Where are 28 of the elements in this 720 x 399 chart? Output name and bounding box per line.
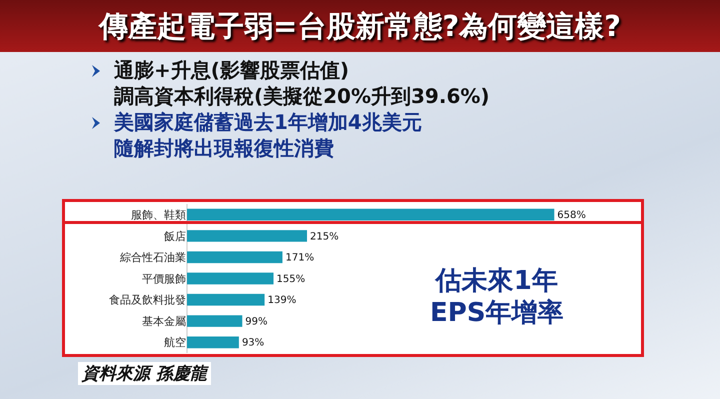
bar — [187, 315, 242, 327]
data-label: 155% — [276, 274, 306, 285]
text: 通膨+升息(影響股票估值) — [113, 58, 350, 83]
y-tick-label: 航空 — [164, 336, 186, 350]
data-label: 171% — [285, 252, 314, 264]
data-label: 93% — [242, 338, 264, 349]
bar — [187, 208, 554, 220]
text: 美國家庭儲蓄過去1年增加4兆美元 — [112, 110, 423, 135]
data-label: 99% — [245, 316, 268, 328]
bar — [187, 336, 239, 348]
text: 隨解封將出現報復性消費 — [113, 136, 335, 161]
y-tick-label: 基本金屬 — [142, 314, 186, 328]
bar — [187, 230, 308, 242]
data-label: 139% — [268, 295, 296, 306]
chart-title: 傳產起電子弱=台股新常態?為何變這樣? — [0, 0, 720, 52]
bar — [187, 272, 274, 284]
y-tick-label: 服飾、鞋類 — [131, 208, 186, 222]
source-note: 資料來源 孫慶龍 — [78, 362, 211, 385]
y-tick-label: 食品及飲料批發 — [109, 294, 186, 307]
y-tick-label: 綜合性石油業 — [119, 251, 186, 264]
data-label: 658% — [557, 210, 586, 221]
y-tick-label: 平價服飾 — [142, 272, 186, 286]
annotation: 估未來1年 EPS年增率 — [430, 265, 564, 329]
data-label: 215% — [310, 231, 339, 242]
y-tick-label: 飯店 — [164, 230, 186, 243]
text: 調高資本利得稅(美擬從20%升到39.6%) — [113, 84, 491, 109]
bar — [187, 251, 282, 264]
bar — [187, 294, 265, 306]
